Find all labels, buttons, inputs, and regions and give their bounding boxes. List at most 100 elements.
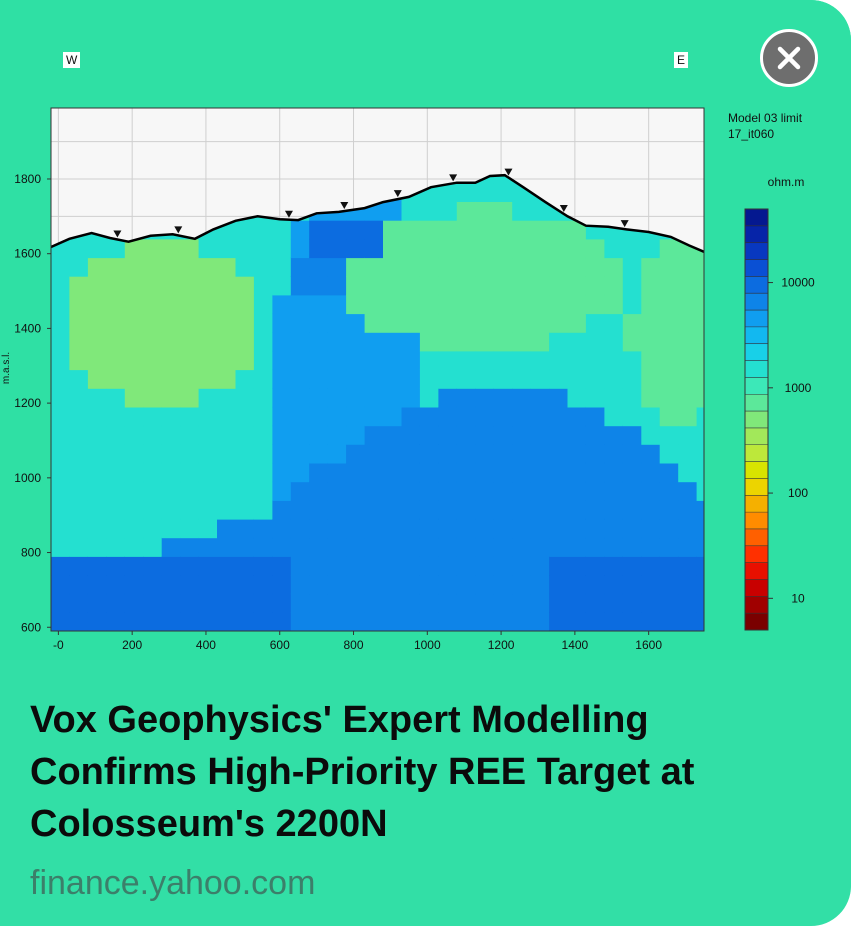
resistivity-cell bbox=[51, 350, 70, 371]
resistivity-cell bbox=[217, 406, 236, 427]
resistivity-cell bbox=[272, 537, 292, 557]
resistivity-cell bbox=[493, 350, 513, 371]
resistivity-cell bbox=[143, 388, 163, 408]
resistivity-cell bbox=[272, 276, 292, 296]
colorbar-swatch bbox=[745, 343, 768, 361]
resistivity-cell bbox=[659, 500, 679, 520]
resistivity-cell bbox=[217, 332, 236, 352]
resistivity-cell bbox=[622, 332, 642, 352]
resistivity-cell bbox=[678, 481, 698, 501]
resistivity-cell bbox=[309, 537, 329, 557]
resistivity-cell bbox=[659, 313, 679, 333]
y-tick-label: 1000 bbox=[14, 471, 41, 485]
resistivity-cell bbox=[124, 556, 144, 576]
colorbar-swatch bbox=[745, 293, 768, 311]
resistivity-cell bbox=[419, 276, 439, 296]
resistivity-cell bbox=[309, 481, 329, 501]
resistivity-cell bbox=[364, 220, 384, 240]
article-image[interactable]: W E -0 200 400 600 800 1000 1200 1400 1600 600 80… bbox=[0, 0, 851, 660]
resistivity-cell bbox=[87, 556, 107, 576]
resistivity-cell bbox=[475, 556, 495, 576]
resistivity-cell bbox=[69, 350, 89, 371]
resistivity-cell bbox=[272, 406, 292, 427]
resistivity-cell bbox=[604, 406, 624, 427]
resistivity-cell bbox=[419, 238, 439, 259]
resistivity-cell bbox=[438, 556, 458, 576]
resistivity-cell bbox=[622, 388, 642, 408]
resistivity-cell bbox=[180, 462, 200, 483]
resistivity-cell bbox=[364, 238, 384, 259]
resistivity-cell bbox=[217, 518, 236, 539]
resistivity-cell bbox=[401, 556, 421, 576]
resistivity-cell bbox=[235, 425, 255, 445]
resistivity-cell bbox=[493, 406, 513, 427]
resistivity-cell bbox=[309, 313, 329, 333]
colorbar-swatch bbox=[745, 394, 768, 412]
resistivity-cell bbox=[419, 257, 439, 277]
resistivity-cell bbox=[383, 500, 402, 520]
resistivity-cell bbox=[604, 444, 624, 464]
resistivity-cell bbox=[493, 500, 513, 520]
article-source[interactable]: finance.yahoo.com bbox=[30, 864, 316, 902]
close-button[interactable] bbox=[760, 29, 818, 87]
east-direction-label: E bbox=[674, 52, 689, 68]
resistivity-cell bbox=[622, 481, 642, 501]
resistivity-cell bbox=[530, 220, 550, 240]
resistivity-cell bbox=[253, 612, 273, 631]
resistivity-cell bbox=[198, 369, 218, 389]
colorbar-swatch bbox=[745, 259, 768, 277]
article-headline[interactable]: Vox Geophysics' Expert Modelling Confirm… bbox=[30, 699, 695, 845]
resistivity-cell bbox=[87, 369, 107, 389]
resistivity-cell bbox=[456, 612, 476, 631]
resistivity-cell bbox=[438, 575, 458, 595]
resistivity-cell bbox=[364, 257, 384, 277]
resistivity-cell bbox=[419, 612, 439, 631]
resistivity-cell bbox=[346, 518, 366, 539]
resistivity-cell bbox=[438, 481, 458, 501]
resistivity-cell bbox=[401, 444, 421, 464]
resistivity-cell bbox=[272, 518, 292, 539]
resistivity-cell bbox=[235, 369, 255, 389]
resistivity-cell bbox=[438, 612, 458, 631]
resistivity-cell bbox=[327, 444, 347, 464]
resistivity-cell bbox=[290, 406, 310, 427]
resistivity-cell bbox=[198, 593, 218, 613]
resistivity-cell bbox=[253, 369, 273, 389]
resistivity-cell bbox=[106, 575, 126, 595]
resistivity-cell bbox=[69, 388, 89, 408]
resistivity-cell bbox=[419, 444, 439, 464]
resistivity-cell bbox=[383, 220, 402, 240]
resistivity-cell bbox=[217, 294, 236, 315]
resistivity-cell bbox=[124, 537, 144, 557]
x-tick-label: 1600 bbox=[635, 638, 662, 652]
resistivity-cell bbox=[272, 481, 292, 501]
colorbar-swatch bbox=[745, 411, 768, 429]
resistivity-cell bbox=[567, 518, 587, 539]
resistivity-cell bbox=[475, 444, 495, 464]
resistivity-cell bbox=[567, 593, 587, 613]
resistivity-cell bbox=[87, 406, 107, 427]
resistivity-cell bbox=[530, 406, 550, 427]
resistivity-cell bbox=[290, 444, 310, 464]
resistivity-cell bbox=[161, 575, 181, 595]
resistivity-cell bbox=[253, 425, 273, 445]
electrode-marker bbox=[504, 168, 513, 176]
resistivity-cell bbox=[604, 500, 624, 520]
resistivity-cell bbox=[161, 276, 181, 296]
resistivity-cell bbox=[124, 332, 144, 352]
resistivity-cell bbox=[585, 612, 605, 631]
resistivity-cell bbox=[106, 612, 126, 631]
resistivity-cell bbox=[290, 257, 310, 277]
colorbar-swatch bbox=[745, 276, 768, 294]
resistivity-cell bbox=[696, 556, 704, 576]
resistivity-cell bbox=[161, 444, 181, 464]
resistivity-cell bbox=[475, 313, 495, 333]
resistivity-cell bbox=[235, 220, 255, 240]
resistivity-cell bbox=[456, 350, 476, 371]
resistivity-cell bbox=[364, 481, 384, 501]
resistivity-cell bbox=[364, 556, 384, 576]
resistivity-cell bbox=[512, 481, 532, 501]
resistivity-cell bbox=[401, 518, 421, 539]
resistivity-cell bbox=[585, 537, 605, 557]
